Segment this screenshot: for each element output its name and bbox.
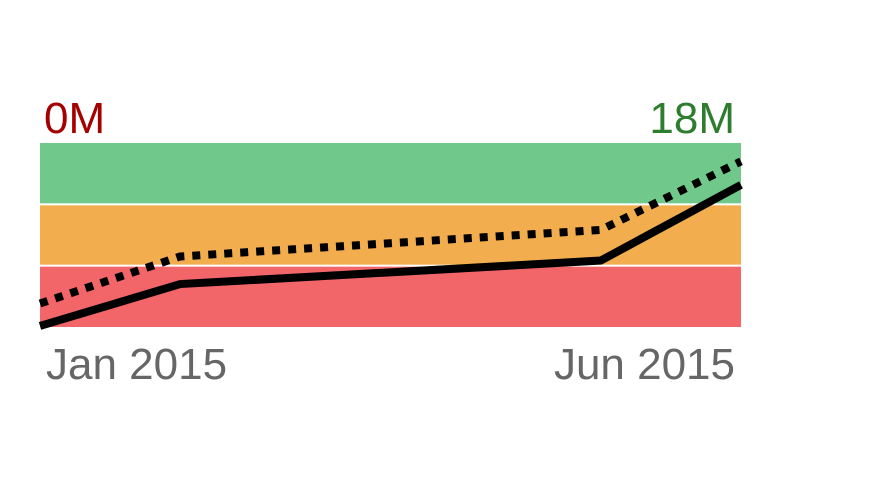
max-value-label: 18M xyxy=(649,94,735,143)
series-line-solid xyxy=(38,181,743,330)
range-band-0 xyxy=(40,266,741,327)
series-group xyxy=(38,157,743,330)
series-line-dotted xyxy=(38,157,743,308)
x-tick-label-start: Jan 2015 xyxy=(46,340,228,389)
x-tick-label-end: Jun 2015 xyxy=(553,340,735,389)
range-band-1 xyxy=(40,205,741,265)
range-band-2 xyxy=(40,143,741,204)
min-value-label: 0M xyxy=(44,94,106,143)
range-bands xyxy=(40,143,741,327)
